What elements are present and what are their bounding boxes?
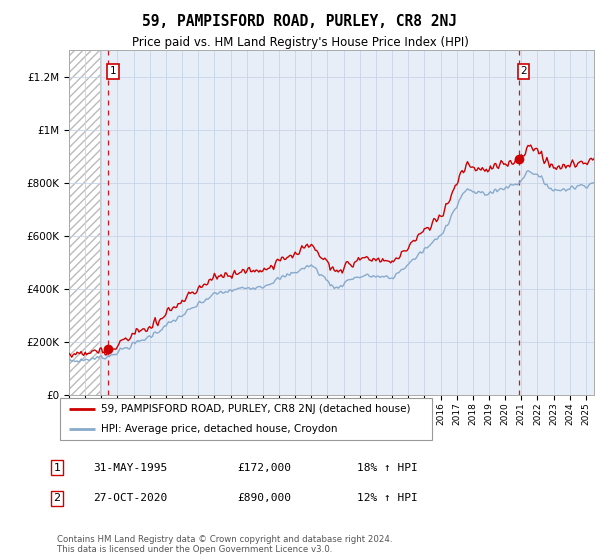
Text: 18% ↑ HPI: 18% ↑ HPI <box>357 463 418 473</box>
Text: Price paid vs. HM Land Registry's House Price Index (HPI): Price paid vs. HM Land Registry's House … <box>131 36 469 49</box>
Text: £172,000: £172,000 <box>237 463 291 473</box>
Text: 59, PAMPISFORD ROAD, PURLEY, CR8 2NJ: 59, PAMPISFORD ROAD, PURLEY, CR8 2NJ <box>143 14 458 29</box>
Bar <box>69 50 100 395</box>
Text: 1: 1 <box>53 463 61 473</box>
Text: 2: 2 <box>520 66 527 76</box>
Text: £890,000: £890,000 <box>237 493 291 503</box>
Text: 12% ↑ HPI: 12% ↑ HPI <box>357 493 418 503</box>
FancyBboxPatch shape <box>60 398 432 440</box>
Text: HPI: Average price, detached house, Croydon: HPI: Average price, detached house, Croy… <box>101 424 337 434</box>
Bar <box>69 50 100 395</box>
Text: 27-OCT-2020: 27-OCT-2020 <box>93 493 167 503</box>
Text: 59, PAMPISFORD ROAD, PURLEY, CR8 2NJ (detached house): 59, PAMPISFORD ROAD, PURLEY, CR8 2NJ (de… <box>101 404 410 414</box>
Text: 31-MAY-1995: 31-MAY-1995 <box>93 463 167 473</box>
Text: 2: 2 <box>53 493 61 503</box>
Text: Contains HM Land Registry data © Crown copyright and database right 2024.
This d: Contains HM Land Registry data © Crown c… <box>57 535 392 554</box>
Text: 1: 1 <box>110 66 116 76</box>
